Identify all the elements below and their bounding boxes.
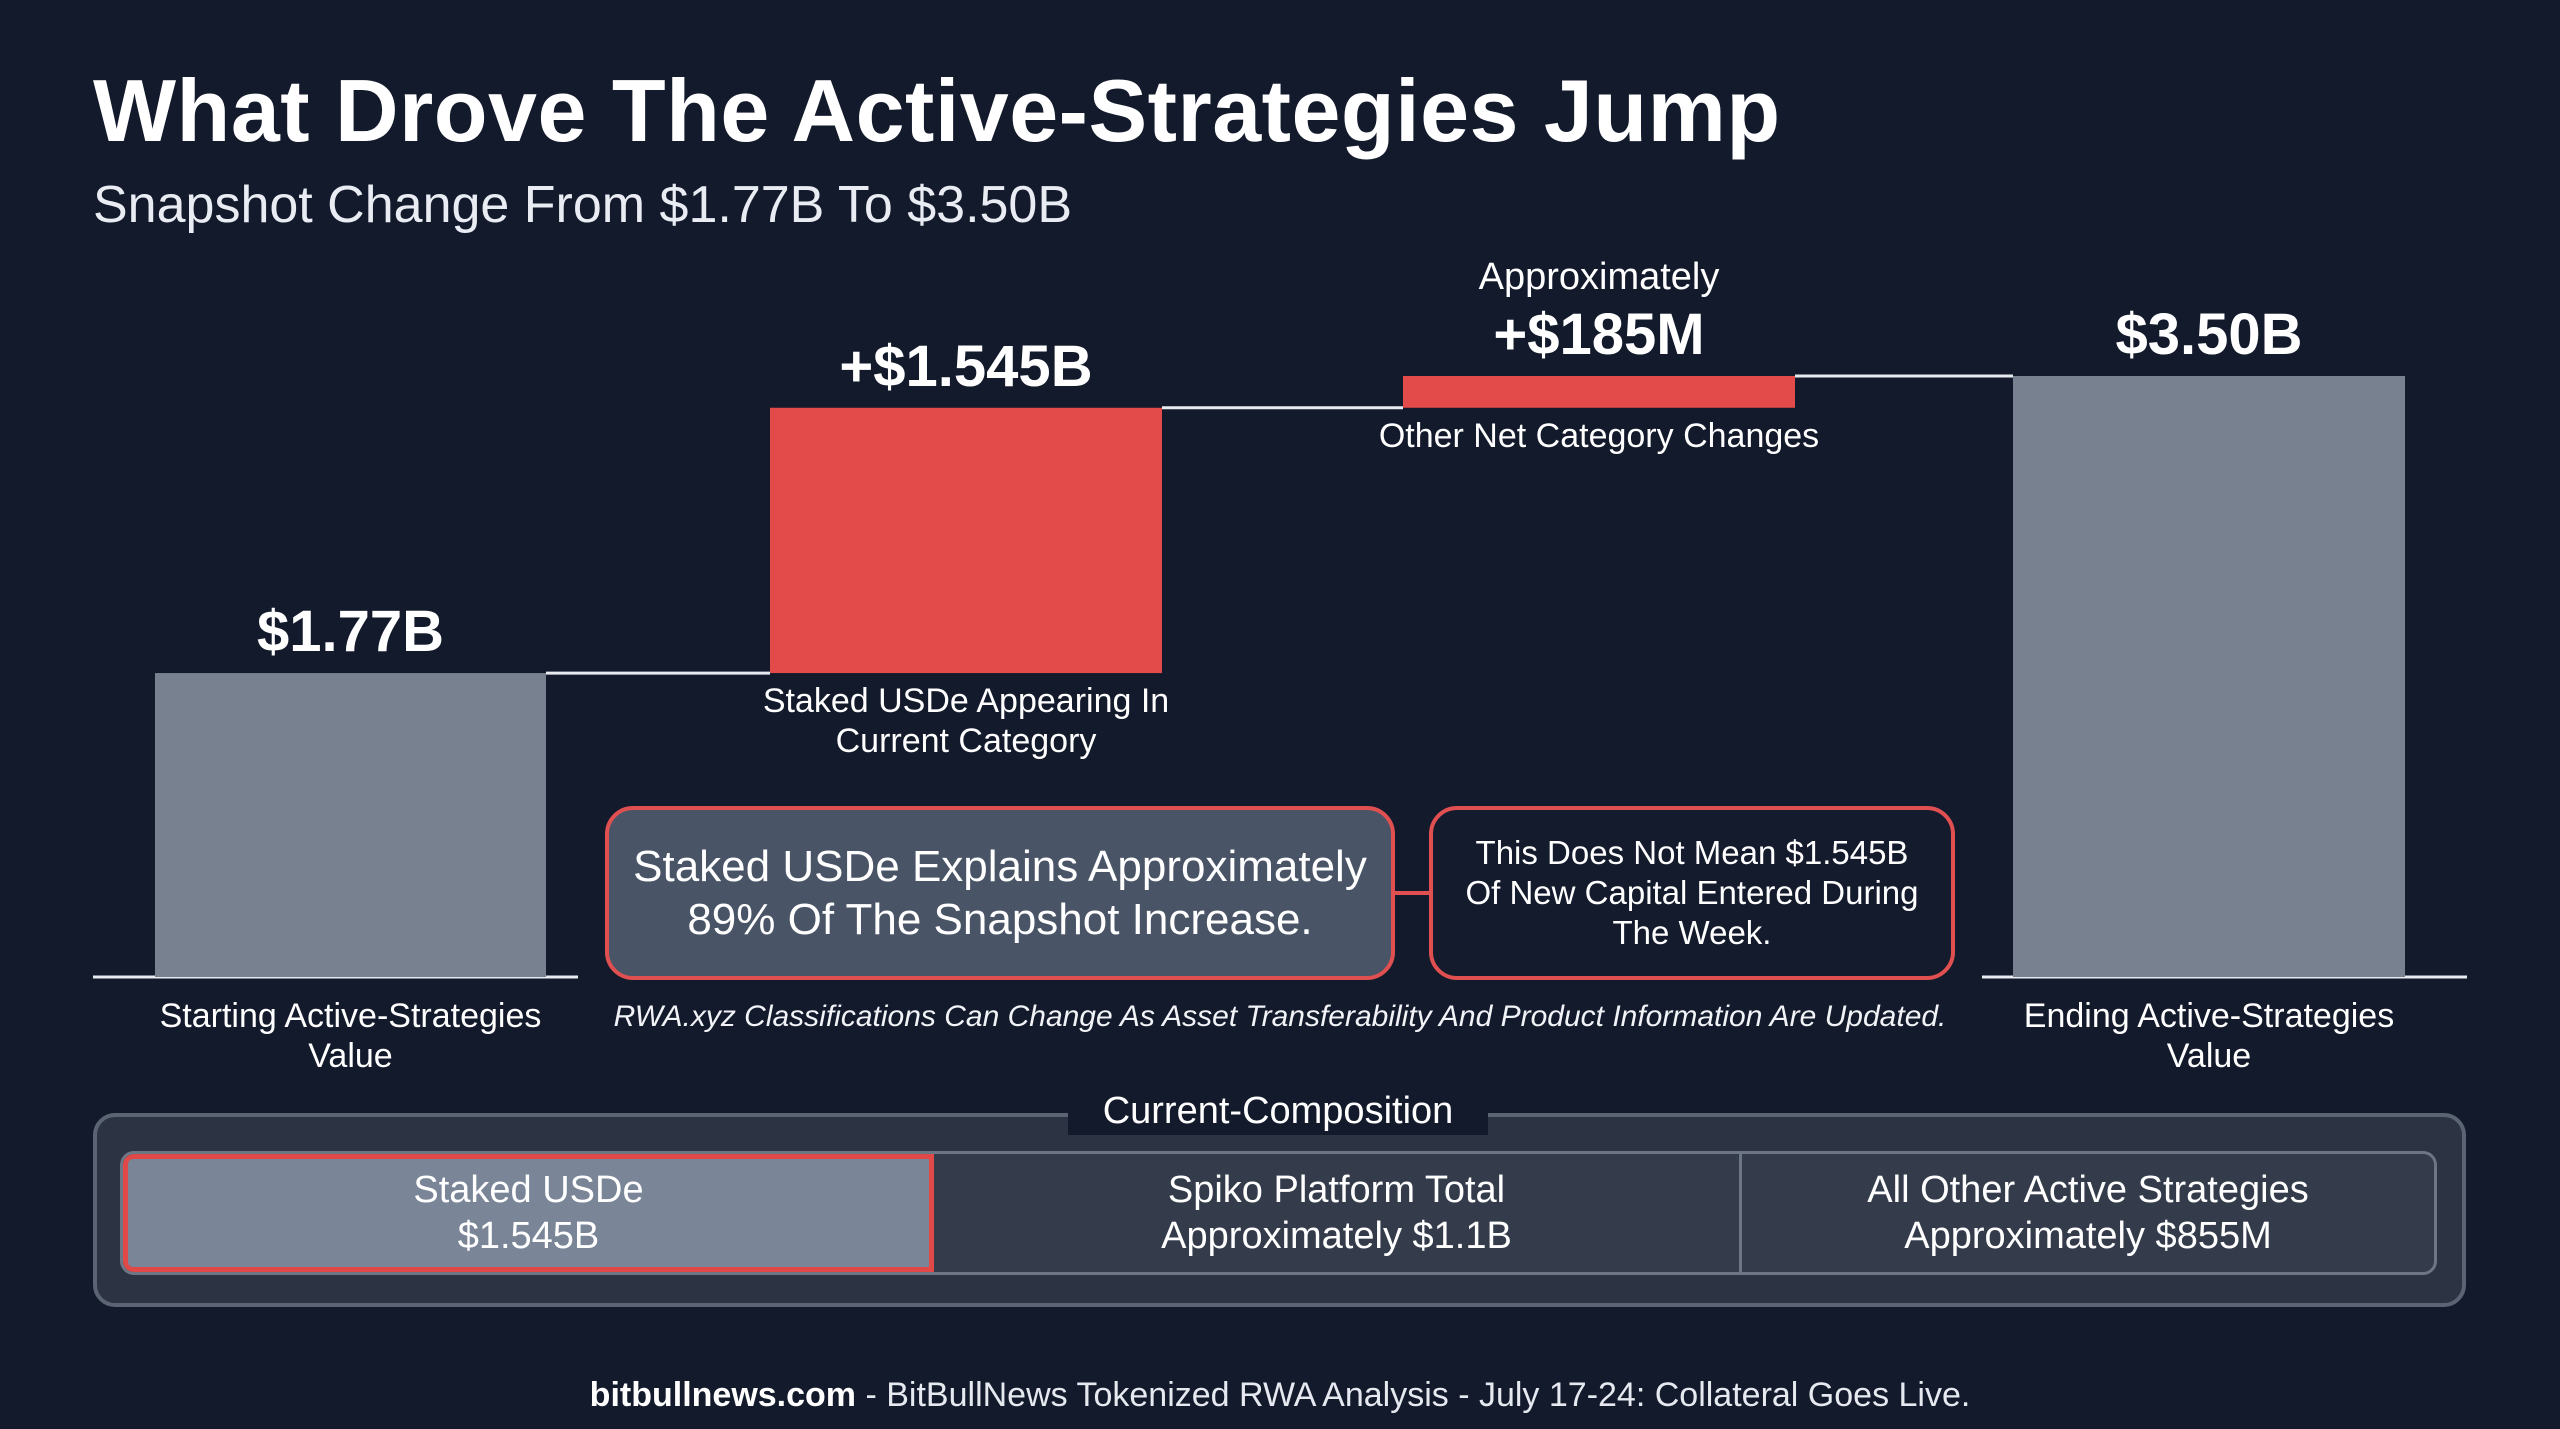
category-label-1: Value	[308, 1037, 392, 1075]
callout-main: Staked USDe Explains Approximately 89% O…	[605, 806, 1395, 980]
chart-subtitle: Snapshot Change From $1.77B To $3.50B	[93, 176, 1073, 234]
data-label-1: $1.77B	[257, 599, 444, 664]
segment-value: $1.545B	[457, 1215, 600, 1257]
segment-label: Spiko Platform Total	[1167, 1169, 1506, 1211]
composition-segment-spiko: Spiko Platform Total Approximately $1.1B	[934, 1154, 1742, 1272]
composition-bar: Staked USDe $1.545B Spiko Platform Total…	[120, 1151, 2437, 1275]
segment-value: Approximately $1.1B	[1161, 1215, 1512, 1257]
waterfall-bar-1	[155, 673, 546, 977]
waterfall-bar-2	[770, 407, 1162, 674]
category-label-2: Current Category	[836, 722, 1097, 760]
footer: bitbullnews.com - BitBullNews Tokenized …	[0, 1376, 2560, 1415]
classification-note: RWA.xyz Classifications Can Change As As…	[613, 1000, 1947, 1033]
data-label-2: +$1.545B	[839, 334, 1092, 399]
category-label-4: Value	[2167, 1037, 2251, 1075]
segment-label: All Other Active Strategies	[1867, 1169, 2309, 1211]
category-label-3: Other Net Category Changes	[1379, 417, 1819, 455]
segment-value: Approximately $855M	[1904, 1215, 2272, 1257]
composition-segment-staked-usde: Staked USDe $1.545B	[123, 1154, 934, 1272]
composition-title: Current-Composition	[1068, 1087, 1488, 1135]
category-label-4: Ending Active-Strategies	[2024, 997, 2394, 1035]
composition-segment-other: All Other Active Strategies Approximatel…	[1742, 1154, 2434, 1272]
segment-label: Staked USDe	[413, 1169, 644, 1211]
data-label-prefix-3: Approximately	[1479, 256, 1720, 298]
data-label-3: +$185M	[1493, 302, 1704, 367]
callout-side: This Does Not Mean $1.545B Of New Capita…	[1429, 806, 1955, 980]
chart-title: What Drove The Active-Strategies Jump	[93, 61, 1781, 160]
waterfall-bar-4	[2013, 376, 2405, 977]
category-label-2: Staked USDe Appearing In	[763, 682, 1169, 720]
data-label-4: $3.50B	[2115, 302, 2302, 367]
footer-text: - BitBullNews Tokenized RWA Analysis - J…	[856, 1376, 1971, 1414]
waterfall-bar-3	[1403, 376, 1795, 408]
footer-site-link[interactable]: bitbullnews.com	[589, 1376, 857, 1414]
category-label-1: Starting Active-Strategies	[160, 997, 542, 1035]
